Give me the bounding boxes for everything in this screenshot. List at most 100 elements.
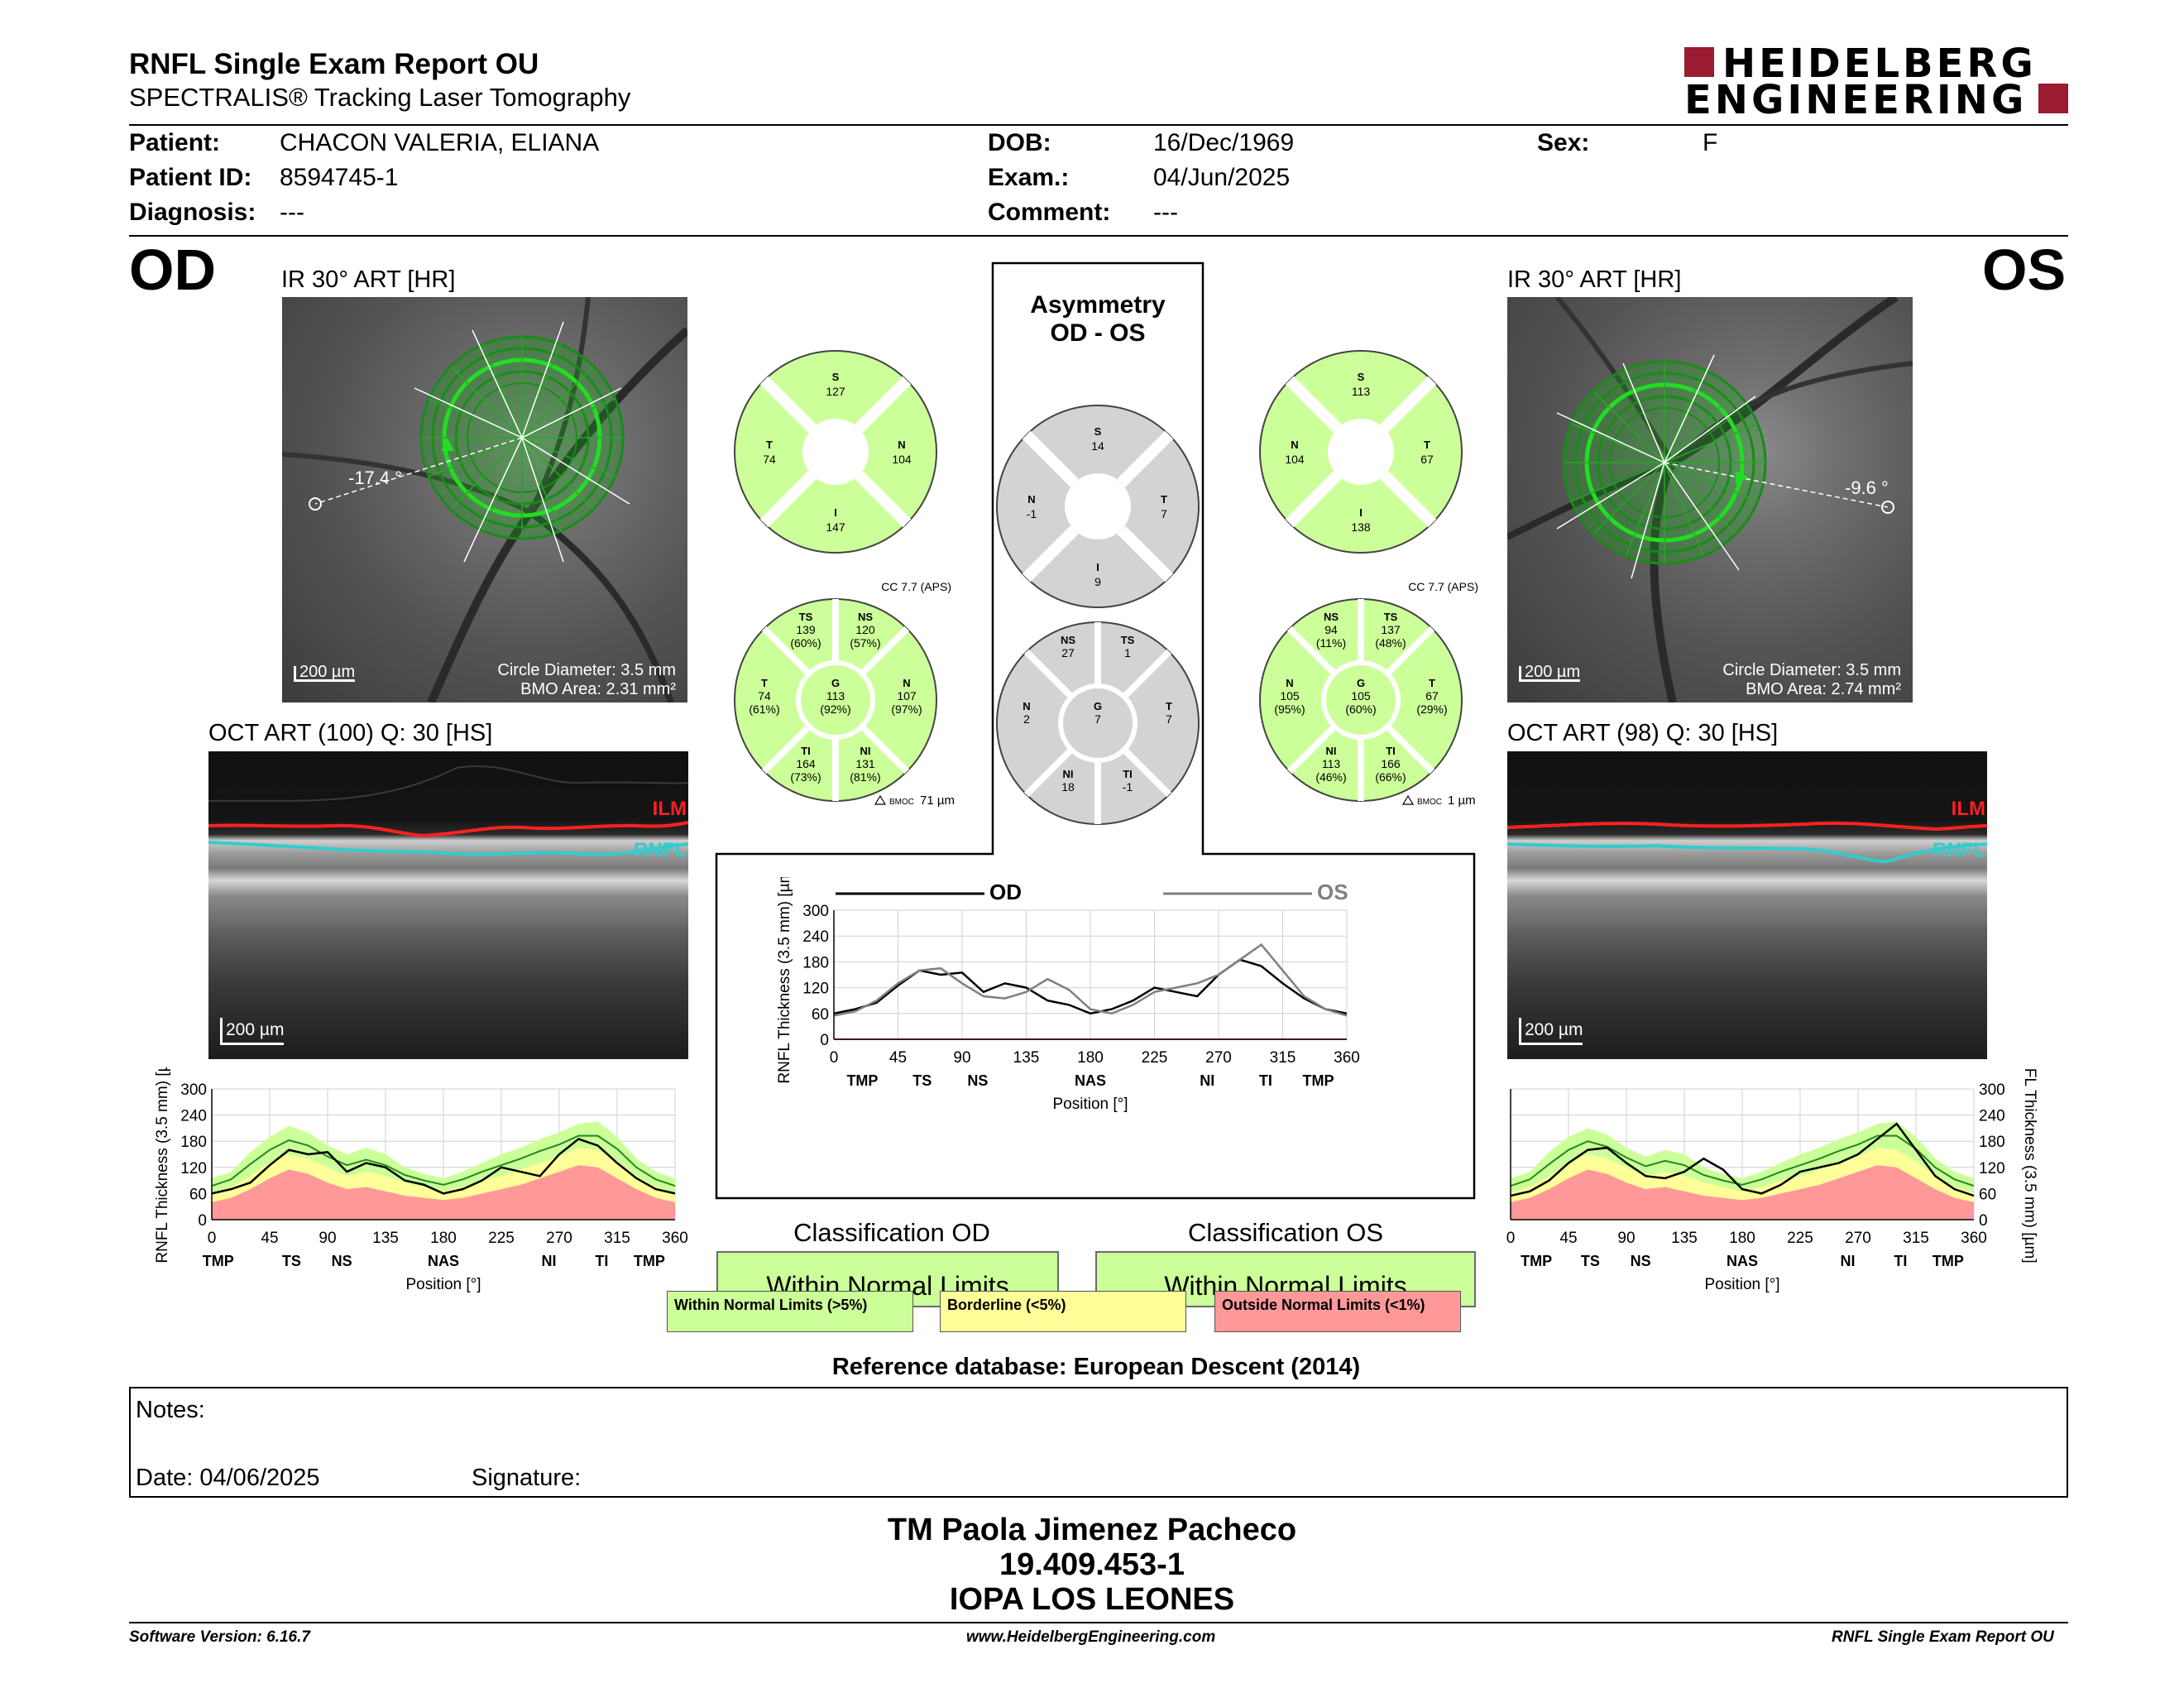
od-sector-ts-pct: (60%) bbox=[790, 636, 821, 650]
od-quad-s-value: 127 bbox=[826, 385, 845, 398]
comparison-y-tick: 180 bbox=[802, 954, 829, 971]
os-sector-ts-value: 137 bbox=[1381, 623, 1401, 636]
comparison-x-tick: 225 bbox=[1142, 1049, 1168, 1067]
od-scale-bar: 200 µm bbox=[294, 663, 356, 682]
od_profile-y-tick: 180 bbox=[180, 1134, 207, 1151]
comparison-region-label: TMP bbox=[1303, 1072, 1334, 1089]
od_profile-x-tick: 90 bbox=[318, 1230, 336, 1247]
diagnosis-value: --- bbox=[280, 199, 304, 226]
os-sector-global bbox=[1321, 660, 1401, 740]
os-bmo-area: BMO Area: 2.74 mm² bbox=[1746, 680, 1901, 698]
od_profile-region-label: NI bbox=[542, 1253, 557, 1269]
od-sector-ni-label: NI bbox=[860, 745, 871, 757]
od-sector-n-value: 107 bbox=[897, 689, 917, 703]
exam-label: Exam.: bbox=[988, 164, 1070, 191]
os_profile-region-label: NAS bbox=[1727, 1253, 1758, 1269]
od_profile-x-tick: 315 bbox=[604, 1230, 630, 1247]
dob-label: DOB: bbox=[988, 129, 1051, 156]
os-oct-image[interactable]: ILM RNFL 200 µm bbox=[1507, 751, 1987, 1059]
os-sector-n-pct: (95%) bbox=[1274, 703, 1305, 716]
od-cc-label: CC 7.7 (APS) bbox=[881, 580, 951, 593]
od-bmo-area: BMO Area: 2.31 mm² bbox=[520, 680, 676, 698]
asym-sector-ni-value: 18 bbox=[1061, 780, 1075, 794]
os-quad-s-label: S bbox=[1358, 371, 1365, 383]
os-profile-chart: 300 240 180 120 60 0 0 45 90 135 180 225 270 315 360 TM… bbox=[1506, 1067, 2038, 1293]
od-ir-title: IR 30° ART [HR] bbox=[281, 266, 456, 293]
os-sector-t-pct: (29%) bbox=[1416, 703, 1447, 716]
report-subtitle: SPECTRALIS® Tracking Laser Tomography bbox=[129, 83, 631, 112]
os-quad-i-label: I bbox=[1359, 506, 1363, 519]
os-oct-scale-text: 200 µm bbox=[1525, 1020, 1583, 1039]
od_profile-y-tick: 120 bbox=[180, 1160, 207, 1177]
os-sector-divider bbox=[1286, 723, 1338, 774]
od-sector-g-pct: (92%) bbox=[820, 703, 850, 716]
od-sector-divider bbox=[859, 626, 910, 677]
od_profile-measured-line bbox=[211, 1138, 676, 1195]
os-ilm-label: ILM bbox=[1951, 798, 1985, 820]
od-bmoc-delta-icon bbox=[874, 794, 887, 805]
patient-id-label: Patient ID: bbox=[129, 164, 252, 191]
od-classification-title: Classification OD bbox=[793, 1218, 990, 1247]
os-sector-ni-label: NI bbox=[1326, 745, 1337, 757]
od-sector-ti-label: TI bbox=[801, 745, 811, 757]
od-oct-image[interactable]: ILM RNFL 200 µm bbox=[208, 751, 688, 1059]
od-fundus-image[interactable]: -17.4 ° 200 µm Circle Diameter: 3.5 mm B… bbox=[282, 297, 687, 703]
os-oct-title: OCT ART (98) Q: 30 [HS] bbox=[1507, 720, 1779, 746]
comparison-x-tick: 360 bbox=[1334, 1049, 1360, 1067]
legend-outside-normal: Outside Normal Limits (<1%) bbox=[1214, 1291, 1461, 1332]
od-profile-chart: 300 240 180 120 60 00 45 90 135 180 225 270 315 360 TM… bbox=[154, 1067, 688, 1293]
od-fundus-overlay bbox=[282, 297, 687, 703]
od-quad-center bbox=[802, 419, 869, 485]
comparison-region-label: NI bbox=[1200, 1072, 1214, 1089]
os-sector-divider bbox=[1286, 626, 1338, 677]
os_profile-y-tick: 180 bbox=[1979, 1134, 2005, 1151]
os_profile-region-label: TI bbox=[1894, 1253, 1907, 1269]
os-sector-ni-pct: (46%) bbox=[1315, 770, 1346, 784]
asymmetry-title-line2: OD - OS bbox=[1050, 319, 1146, 347]
asym-sector-divider bbox=[1121, 746, 1172, 798]
od_profile-x-tick: 135 bbox=[372, 1230, 399, 1247]
od-sector-t-value: 74 bbox=[758, 689, 771, 703]
os_profile-outside-band bbox=[1511, 1165, 1974, 1220]
sex-label: Sex: bbox=[1537, 129, 1590, 156]
od-scale-text: 200 µm bbox=[299, 663, 356, 681]
od-sector-global bbox=[796, 660, 875, 740]
od-angle-readout: -17.4 ° bbox=[348, 468, 403, 488]
asym-sector-ns-label: NS bbox=[1061, 634, 1075, 646]
asym-sector-t-value: 7 bbox=[1166, 712, 1172, 726]
os-fundus-image[interactable]: -9.6 ° 200 µm Circle Diameter: 3.5 mm BM… bbox=[1507, 297, 1913, 703]
asym-sector-divider bbox=[1023, 649, 1075, 700]
asym-quad-n-value: -1 bbox=[1027, 507, 1037, 520]
logo-text-line2: ENGINEERING bbox=[1684, 77, 2028, 123]
od_profile-region-label: TI bbox=[595, 1253, 608, 1269]
os_profile-x-tick: 315 bbox=[1903, 1230, 1929, 1247]
footer-website-link[interactable]: www.HeidelbergEngineering.com bbox=[966, 1628, 1216, 1646]
exam-value: 04/Jun/2025 bbox=[1153, 164, 1291, 191]
os-sector-ns-pct: (11%) bbox=[1316, 636, 1346, 650]
od-legend-label: OD bbox=[989, 880, 1022, 904]
asym-sector-ts-value: 1 bbox=[1124, 646, 1131, 659]
os_profile-y-tick: 60 bbox=[1979, 1186, 1996, 1203]
od-quad-divider bbox=[759, 376, 817, 433]
asym-sector-divider bbox=[1023, 746, 1075, 798]
od-quad-n-label: N bbox=[898, 439, 905, 451]
od-sector-ni-pct: (81%) bbox=[850, 770, 880, 784]
od_profile-y-tick: 0 bbox=[198, 1212, 207, 1230]
od_profile-y-label: RNFL Thickness (3.5 mm) [µm] bbox=[154, 1067, 171, 1264]
os-quad-n-value: 104 bbox=[1285, 453, 1305, 466]
os_profile-region-label: NS bbox=[1631, 1253, 1651, 1269]
notes-box[interactable] bbox=[129, 1387, 2068, 1498]
od-oct-scale-text: 200 µm bbox=[226, 1020, 285, 1039]
os_profile-x-tick: 270 bbox=[1845, 1230, 1871, 1247]
od_profile-x-tick: 225 bbox=[488, 1230, 515, 1247]
signoff-institution: IOPA LOS LEONES bbox=[949, 1582, 1235, 1617]
od-quad-divider bbox=[759, 471, 817, 528]
os_profile-x-tick: 45 bbox=[1559, 1230, 1577, 1247]
os-sector-ns-label: NS bbox=[1324, 611, 1339, 623]
os-oct-scale: 200 µm bbox=[1519, 1018, 1583, 1045]
od-quad-i-label: I bbox=[834, 506, 837, 519]
asym-sector-n-value: 2 bbox=[1023, 712, 1030, 726]
od-sector-ti-pct: (73%) bbox=[790, 770, 821, 784]
os_profile-y-tick: 300 bbox=[1979, 1081, 2005, 1099]
